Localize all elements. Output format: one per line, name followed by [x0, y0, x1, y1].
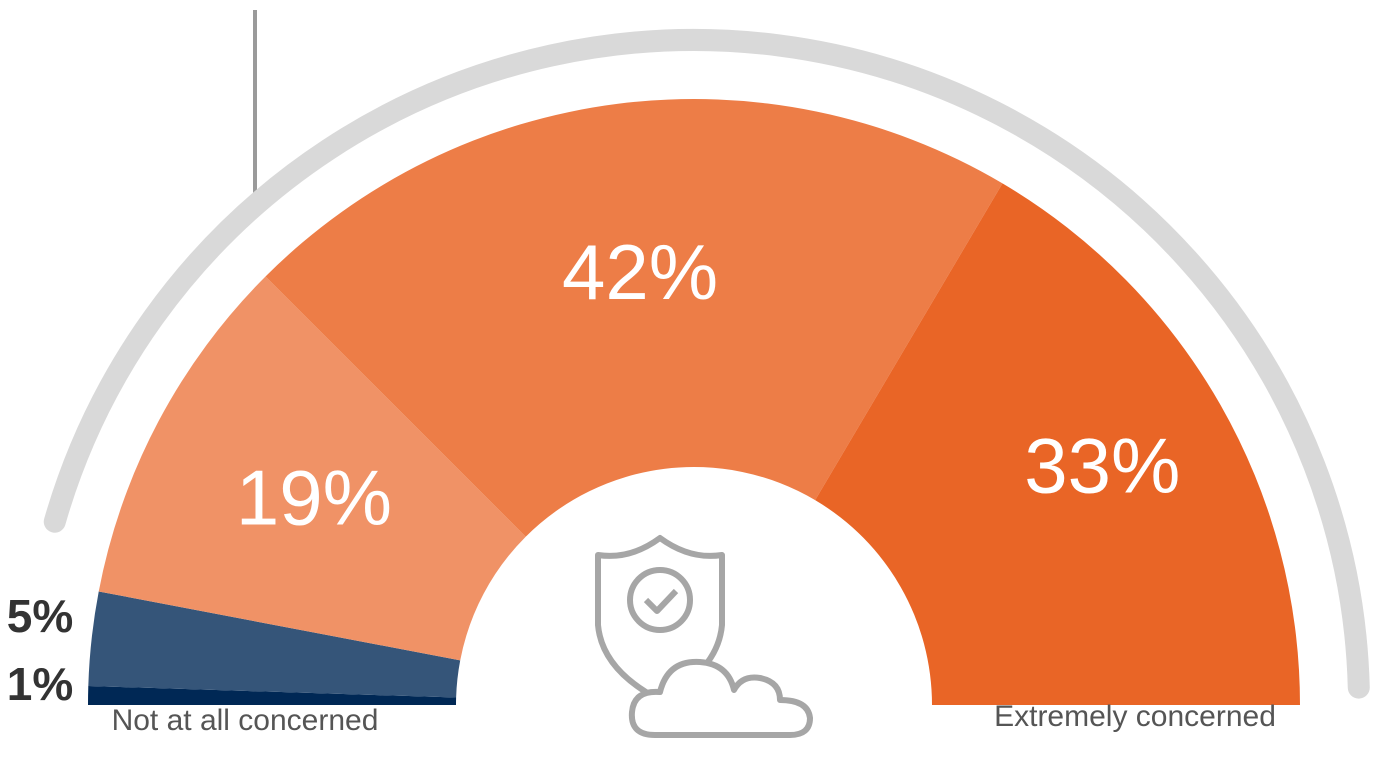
start-label: Not at all concerned: [112, 704, 379, 737]
value-label: 5%: [7, 590, 73, 642]
wedges: [88, 98, 1300, 706]
value-label: 42%: [562, 228, 718, 316]
security-icon: [595, 535, 813, 738]
wedge: [98, 276, 526, 661]
wedge: [88, 685, 457, 705]
value-label: 1%: [7, 658, 73, 710]
gauge-rim: [43, 29, 1370, 699]
end-label: Extremely concerned: [994, 700, 1276, 733]
wedge: [815, 183, 1300, 706]
wedge: [265, 98, 1003, 537]
wedge: [88, 591, 461, 698]
value-label: 19%: [236, 453, 392, 541]
value-labels: 1% 5% 19% 42% 33%: [7, 228, 1181, 710]
value-label: 33%: [1024, 422, 1180, 510]
